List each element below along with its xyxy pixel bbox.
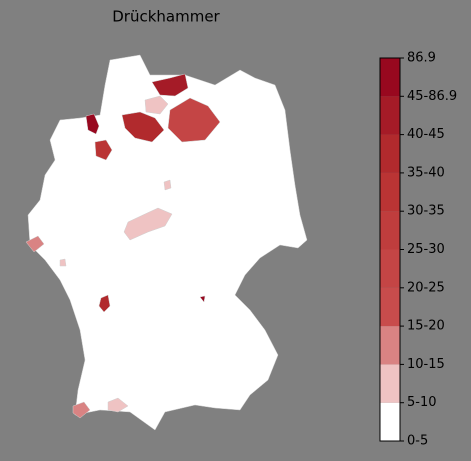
region [121,111,165,143]
region [72,401,91,419]
colorbar-label: 5-10 [407,395,437,410]
colorbar-segment [380,402,400,441]
colorbar-segment [380,364,400,403]
region [163,179,172,191]
colorbar-label: 40-45 [407,127,445,142]
colorbar-label: 15-20 [407,319,445,334]
map-title: Drückhammer [112,8,220,26]
region [25,235,45,253]
colorbar-label: 20-25 [407,280,445,295]
colorbar-label: 10-15 [407,357,445,372]
colorbar-label: 45-86.9 [407,89,457,104]
region [151,73,189,97]
germany-map [25,54,308,431]
colorbar-segment [380,58,400,97]
region [107,397,129,413]
colorbar-segment [380,249,400,288]
region [94,139,113,161]
colorbar-label: 30-35 [407,204,445,219]
colorbar-segment [380,287,400,327]
region [85,113,100,135]
region [59,258,67,267]
colorbar-label: 86.9 [407,51,436,66]
colorbar-label: 25-30 [407,242,445,257]
region [144,95,169,115]
region [199,295,206,303]
colorbar-segment [380,96,400,135]
colorbar-segment [380,172,400,212]
region [167,97,221,143]
region [98,294,111,313]
colorbar-segment [380,211,400,250]
region [123,207,173,241]
colorbar-segment [380,134,400,173]
colorbar-segment [380,326,400,365]
colorbar-label: 0-5 [407,434,428,449]
colorbar: 0-5 5-10 10-15 15-20 20-25 25-30 30-35 35-40 40-… [379,51,457,449]
colorbar-label: 35-40 [407,165,445,180]
